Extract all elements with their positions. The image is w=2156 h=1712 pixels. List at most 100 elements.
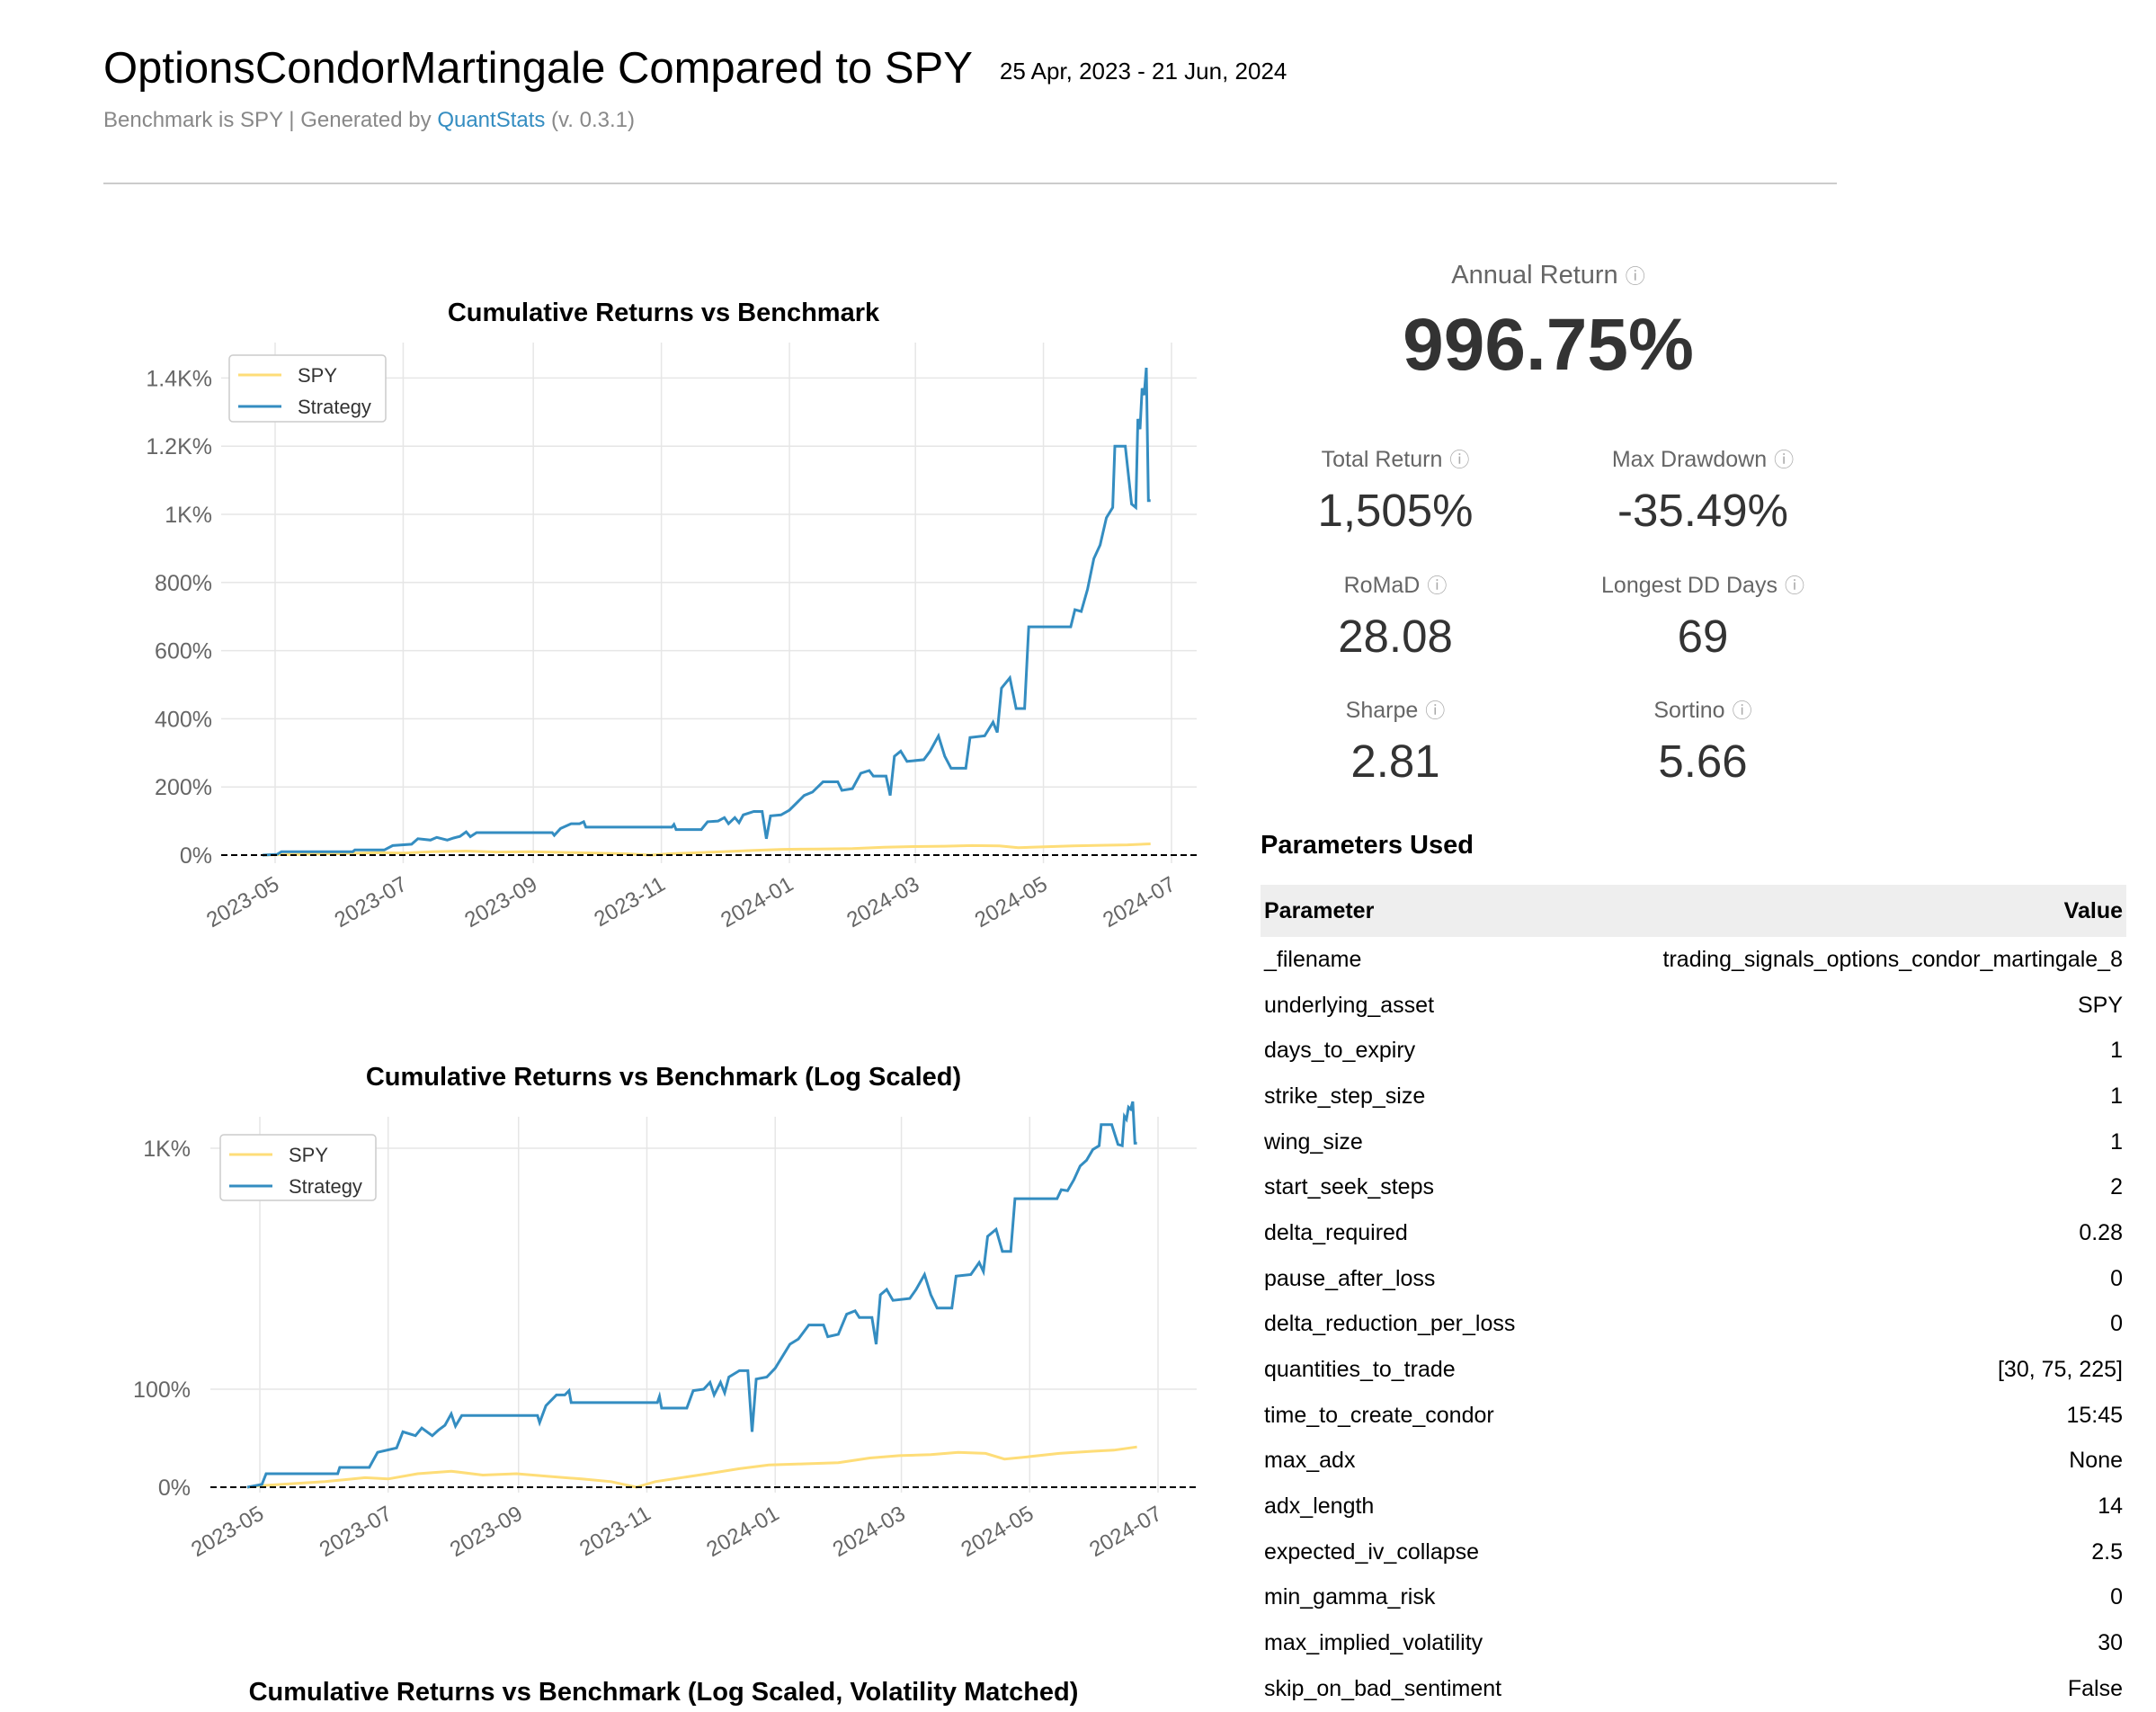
- table-row: delta_required 0.28: [1261, 1210, 2126, 1256]
- chart-title-vol-matched: Cumulative Returns vs Benchmark (Log Sca…: [248, 1678, 1079, 1707]
- metric-value: 69: [1677, 611, 1729, 662]
- parameter-name: skip_on_bad_sentiment: [1264, 1675, 1502, 1701]
- x-tick-label: 2023-07: [316, 1502, 396, 1562]
- parameter-value: 30: [2098, 1630, 2123, 1656]
- metric-label: Max Drawdown: [1611, 447, 1768, 472]
- y-tick-label: 800%: [155, 571, 212, 596]
- metric-value: 28.08: [1338, 611, 1453, 662]
- metric-value: -35.49%: [1617, 485, 1788, 536]
- metric-value: 996.75%: [1403, 304, 1694, 386]
- parameter-name: underlying_asset: [1264, 992, 1435, 1018]
- table-row: max_adx None: [1261, 1439, 2126, 1485]
- y-tick-label: 600%: [155, 639, 212, 664]
- parameter-value: 0: [2110, 1265, 2123, 1291]
- parameter-value: 1: [2110, 1038, 2123, 1064]
- metric-label: Total Return: [1321, 447, 1443, 472]
- chart-title-log: Cumulative Returns vs Benchmark (Log Sca…: [365, 1063, 962, 1092]
- parameter-value: 0: [2110, 1311, 2123, 1337]
- table-row: delta_reduction_per_loss 0: [1261, 1302, 2126, 1348]
- metric-label: RoMaD: [1343, 573, 1421, 598]
- info-icon[interactable]: ⓘ: [1425, 700, 1446, 722]
- table-row: time_to_create_condor 15:45: [1261, 1393, 2126, 1439]
- metric-value: 2.81: [1350, 736, 1440, 787]
- metric-label: Sortino: [1653, 698, 1725, 723]
- table-row: pause_after_loss 0: [1261, 1256, 2126, 1302]
- info-icon[interactable]: ⓘ: [1732, 700, 1752, 722]
- report-title: OptionsCondorMartingale Compared to SPY 2…: [103, 43, 1287, 94]
- table-row: underlying_asset SPY: [1261, 983, 2126, 1029]
- metric-longest-dd-days: Longest DD Days ⓘ 69: [1523, 570, 1883, 663]
- x-tick-label: 2023-05: [187, 1502, 268, 1562]
- legend-box: [219, 1134, 377, 1201]
- table-row: strike_step_size 1: [1261, 1074, 2126, 1119]
- table-row: wing_size 1: [1261, 1119, 2126, 1165]
- legend-label: SPY: [289, 1144, 328, 1166]
- parameter-name: min_gamma_risk: [1264, 1584, 1436, 1610]
- y-tick-label: 1.4K%: [146, 366, 212, 391]
- parameter-name: expected_iv_collapse: [1264, 1538, 1480, 1565]
- header-parameter: Parameter: [1261, 885, 1569, 937]
- parameter-value: 1: [2110, 1128, 2123, 1155]
- parameter-value: trading_signals_options_condor_martingal…: [1662, 946, 2123, 972]
- metric-value: 5.66: [1658, 736, 1748, 787]
- parameter-value: None: [2069, 1448, 2123, 1474]
- parameter-name: delta_required: [1264, 1219, 1408, 1245]
- parameter-name: _filename: [1264, 946, 1362, 972]
- info-icon[interactable]: ⓘ: [1427, 575, 1448, 597]
- legend-label: SPY: [298, 364, 337, 387]
- spy-line: [246, 1445, 1137, 1489]
- divider: [103, 183, 1837, 184]
- info-icon[interactable]: ⓘ: [1784, 575, 1804, 597]
- x-tick-label: 2024-01: [717, 872, 797, 932]
- parameters-table: Parameter Value _filename trading_signals…: [1261, 885, 2126, 1712]
- x-tick-label: 2023-11: [590, 872, 669, 932]
- spy-line: [262, 843, 1151, 857]
- metric-romad: RoMaD ⓘ 28.08: [1216, 570, 1575, 663]
- table-header-row: Parameter Value: [1261, 885, 2126, 937]
- y-tick-label: 200%: [155, 775, 212, 800]
- info-icon[interactable]: ⓘ: [1774, 449, 1795, 471]
- quantstats-link[interactable]: QuantStats: [437, 108, 546, 132]
- metric-value: 1,505%: [1317, 485, 1474, 536]
- title-text: OptionsCondorMartingale Compared to SPY: [103, 44, 973, 93]
- metric-label: Annual Return: [1451, 261, 1618, 290]
- subtitle-suffix: (v. 0.3.1): [545, 108, 635, 132]
- parameter-name: days_to_expiry: [1264, 1038, 1416, 1064]
- metric-total-return: Total Return ⓘ 1,505%: [1216, 444, 1575, 537]
- y-tick-label: 1K%: [165, 503, 212, 528]
- metric-label: Longest DD Days: [1601, 573, 1777, 598]
- strategy-line: [246, 1101, 1137, 1489]
- parameter-name: adx_length: [1264, 1494, 1375, 1520]
- metric-max-drawdown: Max Drawdown ⓘ -35.49%: [1523, 444, 1883, 537]
- metric-sharpe: Sharpe ⓘ 2.81: [1216, 695, 1575, 788]
- legend-label: Strategy: [289, 1175, 362, 1198]
- x-tick-label: 2024-05: [958, 1502, 1038, 1562]
- info-icon[interactable]: ⓘ: [1625, 265, 1645, 288]
- parameter-value: 2: [2110, 1174, 2123, 1200]
- table-row: quantities_to_trade [30, 75, 225]: [1261, 1347, 2126, 1393]
- table-row: _filename trading_signals_options_condor_…: [1261, 937, 2126, 983]
- x-tick-label: 2023-09: [446, 1502, 527, 1562]
- x-tick-label: 2023-11: [575, 1502, 655, 1562]
- table-row: days_to_expiry 1: [1261, 1028, 2126, 1074]
- table-row: start_seek_steps 2: [1261, 1164, 2126, 1210]
- parameter-value: SPY: [2077, 992, 2123, 1018]
- parameter-name: pause_after_loss: [1264, 1265, 1436, 1291]
- parameter-name: max_implied_volatility: [1264, 1630, 1483, 1656]
- parameter-name: quantities_to_trade: [1264, 1357, 1456, 1383]
- parameter-value: 15:45: [2066, 1402, 2123, 1428]
- x-tick-label: 2024-07: [1085, 1502, 1166, 1562]
- table-row: expected_iv_collapse 2.5: [1261, 1529, 2126, 1575]
- table-row: skip_on_bad_sentiment False: [1261, 1666, 2126, 1712]
- x-tick-label: 2024-07: [1099, 872, 1180, 932]
- y-tick-label: 100%: [133, 1378, 191, 1403]
- parameter-value: 2.5: [2091, 1538, 2123, 1565]
- table-row: max_implied_volatility 30: [1261, 1620, 2126, 1666]
- parameter-name: strike_step_size: [1264, 1083, 1426, 1109]
- parameter-name: time_to_create_condor: [1264, 1402, 1494, 1428]
- y-tick-label: 400%: [155, 707, 212, 732]
- x-tick-label: 2023-07: [331, 872, 412, 932]
- parameter-value: 0: [2110, 1584, 2123, 1610]
- y-tick-label: 1.2K%: [146, 434, 212, 459]
- info-icon[interactable]: ⓘ: [1449, 449, 1470, 471]
